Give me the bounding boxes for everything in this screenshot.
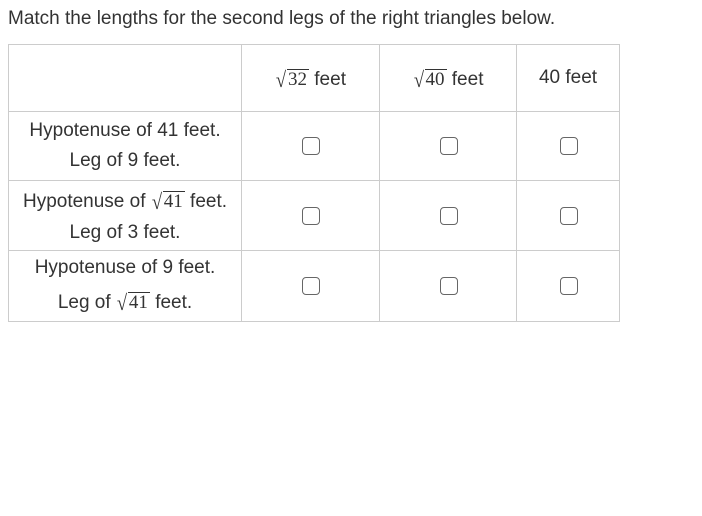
answer-checkbox[interactable] bbox=[302, 277, 320, 295]
row-description: Hypotenuse of 41 feet.Leg of 9 feet. bbox=[9, 112, 242, 181]
column-header: √40 feet bbox=[380, 45, 517, 112]
match-table: √32 feet √40 feet 40 feet Hypotenuse of … bbox=[8, 44, 620, 322]
table-row: Hypotenuse of 41 feet.Leg of 9 feet. bbox=[9, 112, 620, 181]
answer-checkbox[interactable] bbox=[440, 207, 458, 225]
answer-cell bbox=[517, 251, 620, 321]
sqrt-icon: √41 bbox=[151, 183, 185, 218]
question-prompt: Match the lengths for the second legs of… bbox=[8, 8, 694, 30]
answer-checkbox[interactable] bbox=[302, 137, 320, 155]
answer-cell bbox=[517, 112, 620, 181]
answer-cell bbox=[242, 251, 380, 321]
answer-cell bbox=[517, 181, 620, 251]
answer-checkbox[interactable] bbox=[560, 277, 578, 295]
column-header: √32 feet bbox=[242, 45, 380, 112]
row-description: Hypotenuse of 9 feet.Leg of √41 feet. bbox=[9, 251, 242, 321]
table-row: Hypotenuse of 9 feet.Leg of √41 feet. bbox=[9, 251, 620, 321]
answer-checkbox[interactable] bbox=[560, 207, 578, 225]
table-header-row: √32 feet √40 feet 40 feet bbox=[9, 45, 620, 112]
answer-cell bbox=[242, 181, 380, 251]
answer-cell bbox=[380, 112, 517, 181]
answer-cell bbox=[380, 251, 517, 321]
answer-checkbox[interactable] bbox=[302, 207, 320, 225]
column-header: 40 feet bbox=[517, 45, 620, 112]
unit-label: feet bbox=[447, 69, 484, 90]
sqrt-icon: √32 bbox=[275, 66, 309, 91]
header-empty bbox=[9, 45, 242, 112]
answer-checkbox[interactable] bbox=[560, 137, 578, 155]
sqrt-icon: √41 bbox=[116, 284, 150, 319]
answer-checkbox[interactable] bbox=[440, 277, 458, 295]
answer-cell bbox=[380, 181, 517, 251]
answer-cell bbox=[242, 112, 380, 181]
answer-checkbox[interactable] bbox=[440, 137, 458, 155]
table-row: Hypotenuse of √41 feet.Leg of 3 feet. bbox=[9, 181, 620, 251]
sqrt-icon: √40 bbox=[413, 66, 447, 91]
row-description: Hypotenuse of √41 feet.Leg of 3 feet. bbox=[9, 181, 242, 251]
unit-label: feet bbox=[309, 69, 346, 90]
plain-label: 40 feet bbox=[539, 67, 597, 88]
